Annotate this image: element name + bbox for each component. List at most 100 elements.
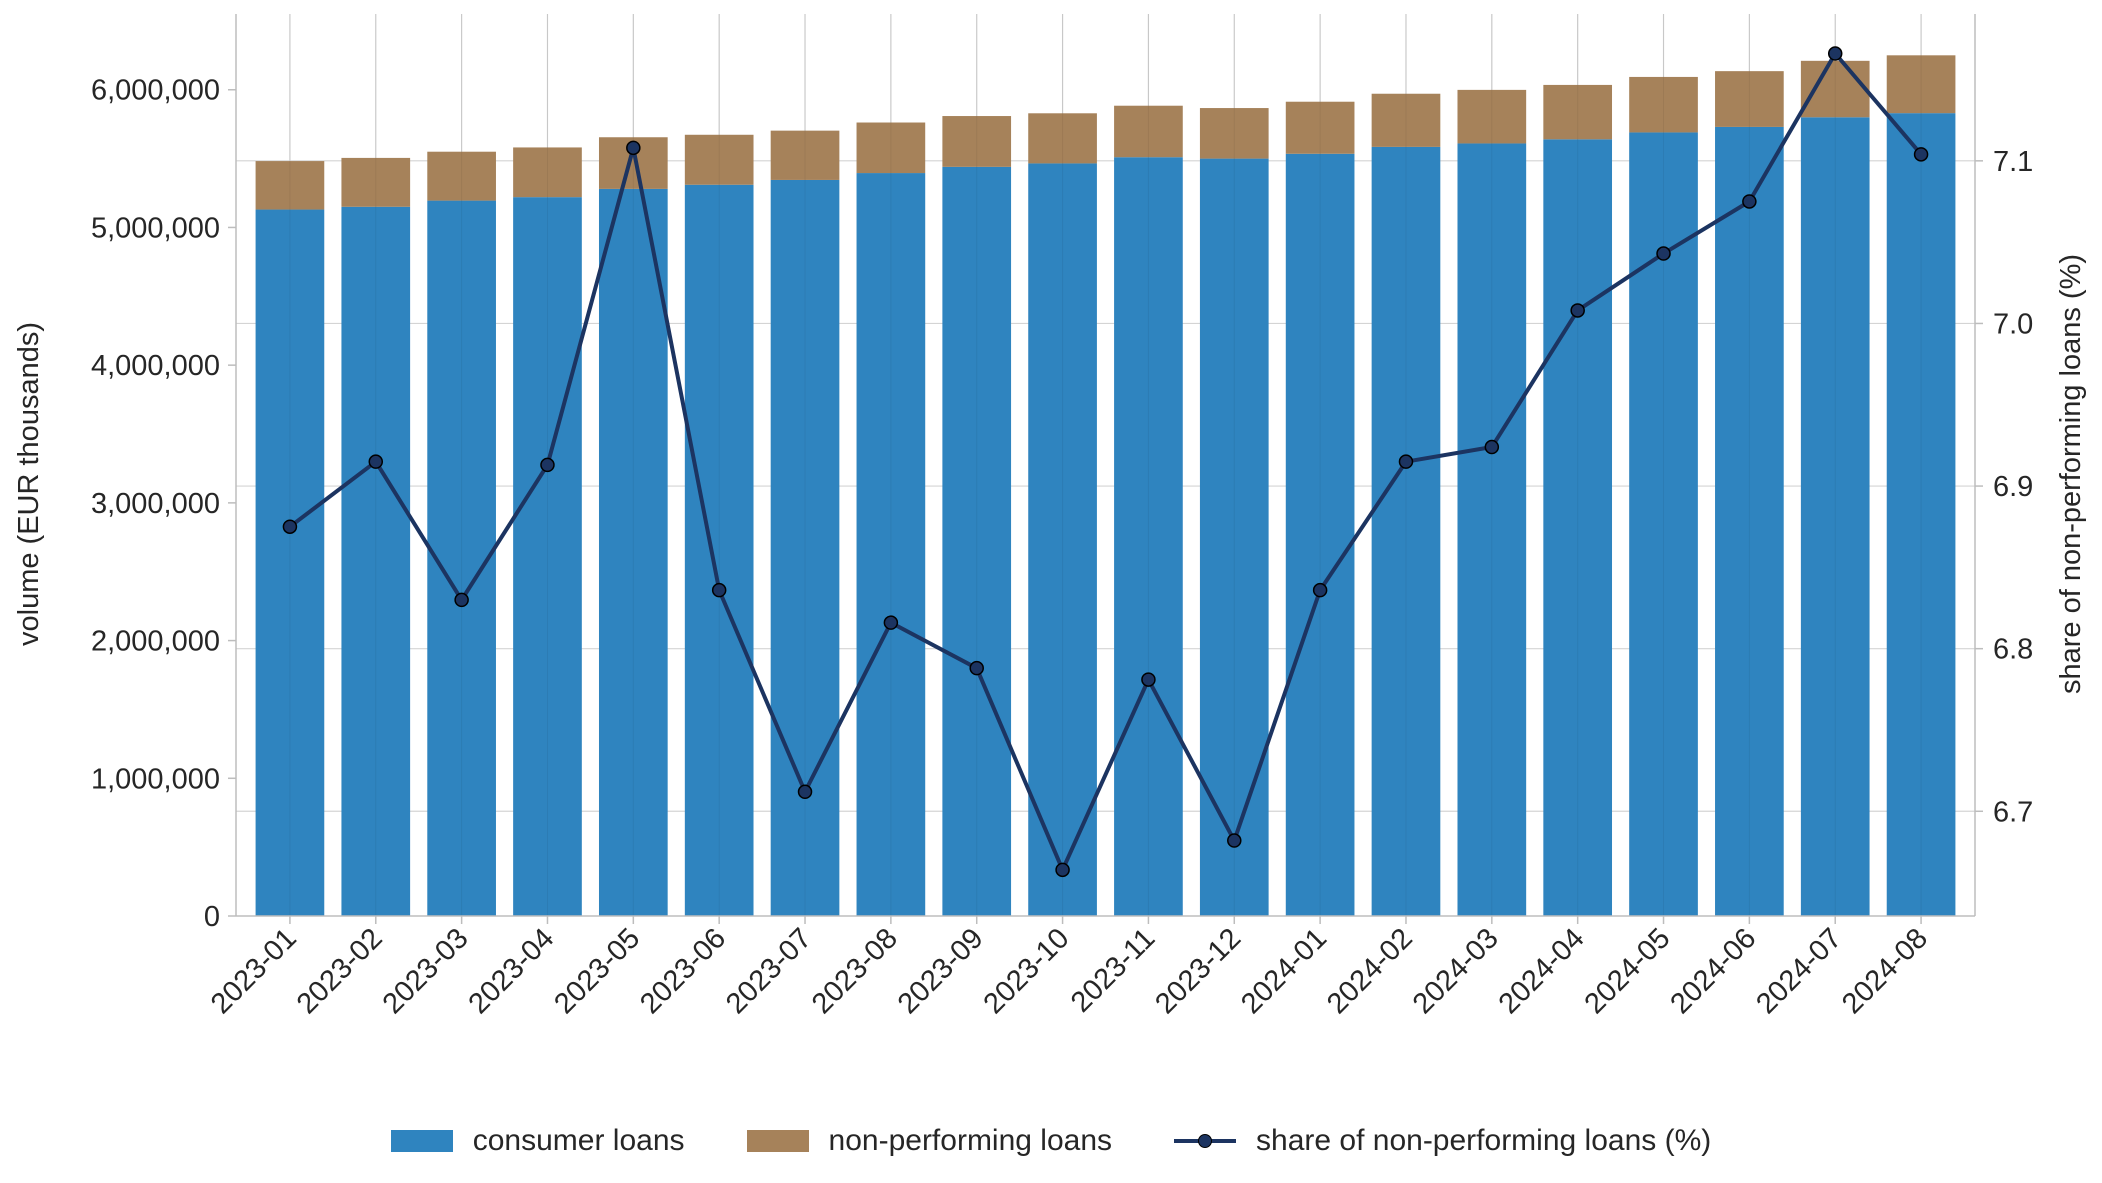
share-point <box>711 582 727 598</box>
y2-tick-label: 6.8 <box>1993 634 2033 666</box>
x-tick-label: 2023-10 <box>978 922 1076 1020</box>
bars <box>255 14 1956 917</box>
bar-consumer-loans <box>1629 132 1698 916</box>
bar-non-performing-loans <box>1457 89 1527 144</box>
x-tick-label: 2024-07 <box>1750 922 1848 1020</box>
axes <box>228 14 1983 924</box>
y2-tick-label: 7.0 <box>1993 308 2033 340</box>
bar-consumer-loans <box>598 188 668 916</box>
y-tick-label: 2,000,000 <box>91 626 220 658</box>
share-point <box>454 592 469 608</box>
share-point <box>1398 454 1414 469</box>
share-point <box>540 457 555 473</box>
y2-tick-label: 7.1 <box>1993 146 2033 178</box>
y-tick-label: 1,000,000 <box>91 763 220 795</box>
y-tick-label: 5,000,000 <box>91 212 220 244</box>
bar-non-performing-loans <box>1114 105 1183 158</box>
bar-consumer-loans <box>856 173 926 917</box>
bar-consumer-loans <box>1715 126 1784 917</box>
legend: consumer loans non-performing loans shar… <box>0 1115 2102 1167</box>
y2-tick-label: 6.9 <box>1993 471 2033 503</box>
bar-consumer-loans <box>1800 117 1870 916</box>
bar-non-performing-loans <box>684 134 754 185</box>
legend-label-non-performing-loans: non-performing loans <box>828 1124 1113 1157</box>
x-tick-label: 2023-09 <box>892 922 990 1020</box>
share-point <box>1913 147 1929 162</box>
bar-consumer-loans <box>1371 146 1441 916</box>
x-tick-label: 2024-06 <box>1664 922 1762 1020</box>
share-point <box>282 519 298 534</box>
x-tick-labels: 2023-012023-022023-032023-042023-052023-… <box>205 922 1934 1020</box>
bar-non-performing-loans <box>1285 101 1355 154</box>
bar-non-performing-loans <box>341 157 411 207</box>
bar-consumer-loans <box>1199 158 1269 917</box>
bar-non-performing-loans <box>427 151 496 201</box>
y2-tick-labels: 6.7 6.8 6.9 7.0 7.1 <box>1993 146 2033 828</box>
x-tick-label: 2024-01 <box>1235 922 1333 1020</box>
legend-item-consumer-loans: consumer loans <box>390 1124 685 1158</box>
share-point <box>969 660 984 676</box>
x-tick-label: 2024-08 <box>1836 922 1934 1020</box>
bar-non-performing-loans <box>1371 93 1441 147</box>
x-tick-label: 2024-02 <box>1321 922 1419 1020</box>
x-tick-label: 2024-03 <box>1407 922 1505 1020</box>
bar-consumer-loans <box>1886 113 1956 917</box>
bar-non-performing-loans <box>1629 76 1698 133</box>
legend-label-share: share of non-performing loans (%) <box>1256 1124 1712 1157</box>
y-tick-label: 4,000,000 <box>91 350 220 382</box>
share-point <box>797 784 813 800</box>
bar-non-performing-loans <box>770 130 840 180</box>
share-point <box>1227 833 1242 848</box>
bar-consumer-loans <box>427 200 496 917</box>
gridlines <box>236 14 1975 916</box>
bar-consumer-loans <box>1028 163 1097 916</box>
bar-non-performing-loans <box>942 116 1012 167</box>
share-point <box>1570 303 1585 318</box>
share-point <box>1742 194 1757 209</box>
bar-consumer-loans <box>513 197 582 917</box>
bar-non-performing-loans <box>1199 108 1269 159</box>
share-point <box>1055 862 1070 878</box>
y-tick-label: 0 <box>204 901 220 933</box>
x-tick-label: 2024-05 <box>1579 922 1677 1020</box>
share-point <box>883 615 899 630</box>
bar-consumer-loans <box>1285 153 1355 916</box>
x-tick-label: 2023-11 <box>1065 922 1161 1018</box>
bar-non-performing-loans <box>513 147 582 198</box>
bar-non-performing-loans <box>1715 71 1784 127</box>
x-tick-label: 2023-08 <box>806 922 904 1020</box>
bar-non-performing-loans <box>1886 55 1956 114</box>
share-point <box>1827 46 1843 61</box>
bar-non-performing-loans <box>856 122 926 174</box>
share-point <box>1312 582 1328 598</box>
share-line <box>282 46 1929 878</box>
y-axis-title: volume (EUR thousands) <box>13 322 45 646</box>
bar-consumer-loans <box>684 184 754 916</box>
x-tick-label: 2023-02 <box>291 922 389 1020</box>
bar-consumer-loans <box>1543 139 1613 916</box>
share-point <box>626 140 641 156</box>
legend-item-share: share of non-performing loans (%) <box>1174 1124 1711 1158</box>
x-tick-label: 2023-06 <box>634 922 732 1020</box>
x-tick-label: 2023-12 <box>1149 922 1247 1020</box>
bar-consumer-loans <box>255 209 325 916</box>
y-tick-label: 3,000,000 <box>91 488 220 520</box>
bar-consumer-loans <box>341 206 411 917</box>
legend-item-non-performing-loans: non-performing loans <box>746 1124 1113 1158</box>
bar-consumer-loans <box>942 166 1012 916</box>
x-tick-label: 2023-05 <box>548 922 646 1020</box>
legend-label-consumer-loans: consumer loans <box>472 1124 685 1157</box>
x-tick-label: 2024-04 <box>1493 922 1591 1020</box>
share-point <box>368 454 384 469</box>
y2-axis-title: share of non-performing loans (%) <box>2055 254 2087 694</box>
legend-swatch-non-performing-loans <box>746 1130 809 1152</box>
y2-tick-label: 6.7 <box>1993 796 2033 828</box>
y-tick-label: 6,000,000 <box>91 75 220 107</box>
share-point <box>1141 672 1156 687</box>
bar-consumer-loans <box>1457 143 1527 916</box>
x-tick-label: 2023-07 <box>720 922 818 1020</box>
bar-non-performing-loans <box>255 161 325 210</box>
x-tick-label: 2023-04 <box>463 922 561 1020</box>
share-point <box>1656 246 1671 261</box>
